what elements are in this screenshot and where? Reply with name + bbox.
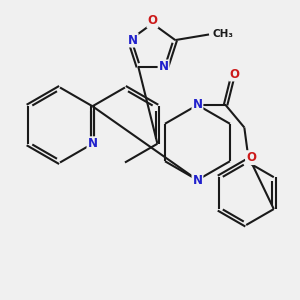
Text: N: N <box>159 60 169 74</box>
Text: N: N <box>128 34 138 46</box>
Text: O: O <box>246 151 256 164</box>
Text: O: O <box>229 68 239 80</box>
Text: CH₃: CH₃ <box>212 29 233 40</box>
Text: O: O <box>148 14 158 28</box>
Text: N: N <box>193 173 202 187</box>
Text: N: N <box>88 137 98 150</box>
Text: N: N <box>193 98 202 112</box>
